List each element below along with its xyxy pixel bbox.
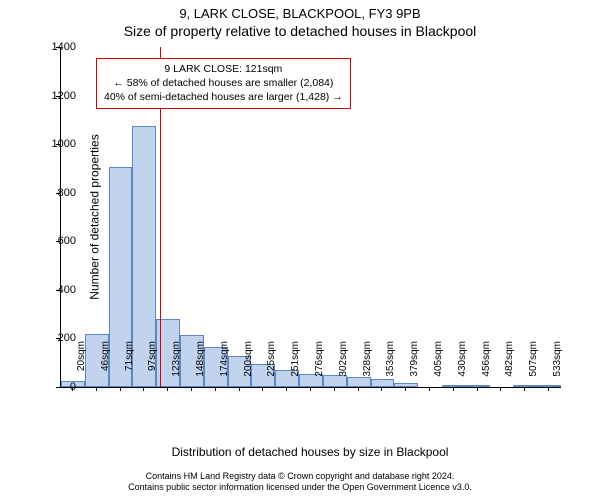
chart-area: Number of detached properties 9 LARK CLO… bbox=[60, 47, 580, 417]
footer-line-1: Contains HM Land Registry data © Crown c… bbox=[0, 471, 600, 483]
x-tick-mark bbox=[96, 387, 97, 391]
x-tick-mark bbox=[239, 387, 240, 391]
x-tick-label: 482sqm bbox=[504, 341, 515, 391]
x-tick-label: 456sqm bbox=[481, 341, 492, 391]
x-tick-label: 71sqm bbox=[124, 341, 135, 391]
chart-title: Size of property relative to detached ho… bbox=[0, 21, 600, 43]
x-tick-label: 46sqm bbox=[100, 341, 111, 391]
footer-attribution: Contains HM Land Registry data © Crown c… bbox=[0, 471, 600, 494]
y-tick-mark bbox=[56, 338, 60, 339]
x-tick-mark bbox=[143, 387, 144, 391]
x-axis-label: Distribution of detached houses by size … bbox=[60, 445, 560, 459]
x-tick-mark bbox=[310, 387, 311, 391]
x-tick-label: 20sqm bbox=[76, 341, 87, 391]
x-tick-mark bbox=[405, 387, 406, 391]
plot-region: 9 LARK CLOSE: 121sqm← 58% of detached ho… bbox=[60, 47, 561, 388]
x-tick-label: 430sqm bbox=[457, 341, 468, 391]
y-tick-mark bbox=[56, 241, 60, 242]
x-tick-mark bbox=[262, 387, 263, 391]
x-tick-mark bbox=[524, 387, 525, 391]
x-tick-mark bbox=[548, 387, 549, 391]
x-tick-mark bbox=[286, 387, 287, 391]
x-tick-mark bbox=[381, 387, 382, 391]
x-tick-mark bbox=[334, 387, 335, 391]
x-tick-mark bbox=[120, 387, 121, 391]
x-tick-label: 353sqm bbox=[385, 341, 396, 391]
x-tick-label: 276sqm bbox=[314, 341, 325, 391]
x-tick-mark bbox=[72, 387, 73, 391]
x-tick-label: 302sqm bbox=[338, 341, 349, 391]
x-tick-label: 225sqm bbox=[266, 341, 277, 391]
footer-line-2: Contains public sector information licen… bbox=[0, 482, 600, 494]
x-tick-label: 379sqm bbox=[409, 341, 420, 391]
x-tick-mark bbox=[429, 387, 430, 391]
annotation-line: 9 LARK CLOSE: 121sqm bbox=[104, 62, 343, 76]
x-tick-label: 507sqm bbox=[528, 341, 539, 391]
chart-container: 9, LARK CLOSE, BLACKPOOL, FY3 9PB Size o… bbox=[0, 0, 600, 500]
x-tick-label: 533sqm bbox=[552, 341, 563, 391]
x-tick-mark bbox=[453, 387, 454, 391]
x-tick-mark bbox=[191, 387, 192, 391]
y-tick-mark bbox=[56, 290, 60, 291]
y-tick-mark bbox=[56, 47, 60, 48]
address-line: 9, LARK CLOSE, BLACKPOOL, FY3 9PB bbox=[0, 0, 600, 21]
y-tick-mark bbox=[56, 193, 60, 194]
x-tick-label: 123sqm bbox=[171, 341, 182, 391]
x-tick-mark bbox=[358, 387, 359, 391]
x-tick-label: 328sqm bbox=[362, 341, 373, 391]
annotation-box: 9 LARK CLOSE: 121sqm← 58% of detached ho… bbox=[96, 58, 351, 109]
x-tick-label: 174sqm bbox=[219, 341, 230, 391]
y-tick-mark bbox=[56, 96, 60, 97]
x-tick-label: 148sqm bbox=[195, 341, 206, 391]
x-tick-label: 251sqm bbox=[290, 341, 301, 391]
annotation-line: 40% of semi-detached houses are larger (… bbox=[104, 90, 343, 104]
x-tick-label: 200sqm bbox=[243, 341, 254, 391]
y-tick-mark bbox=[56, 387, 60, 388]
x-tick-mark bbox=[167, 387, 168, 391]
annotation-line: ← 58% of detached houses are smaller (2,… bbox=[104, 76, 343, 90]
y-tick-mark bbox=[56, 144, 60, 145]
x-tick-mark bbox=[500, 387, 501, 391]
x-tick-mark bbox=[477, 387, 478, 391]
x-tick-label: 97sqm bbox=[147, 341, 158, 391]
x-tick-mark bbox=[215, 387, 216, 391]
x-tick-label: 405sqm bbox=[433, 341, 444, 391]
